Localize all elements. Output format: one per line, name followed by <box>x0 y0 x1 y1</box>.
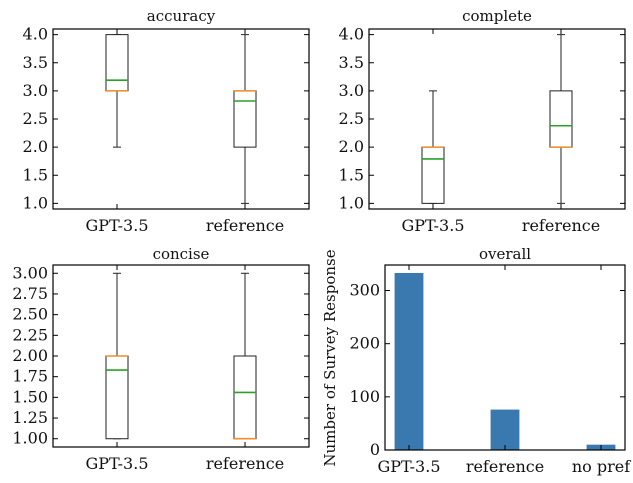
y-tick-label: 300 <box>349 281 380 300</box>
y-tick-label: 0 <box>370 440 380 459</box>
y-tick-label: 200 <box>349 334 380 353</box>
bar <box>490 409 520 450</box>
box <box>105 34 129 92</box>
y-tick-label: 3.0 <box>339 81 364 100</box>
y-axis-complete: 1.0 1.5 2.0 2.5 3.0 3.5 4.0 <box>339 25 625 212</box>
y-tick-label: 1.5 <box>23 165 48 184</box>
boxes-complete <box>421 34 573 204</box>
y-tick-label: 1.25 <box>12 408 48 427</box>
panel-overall: overall Number of Survey Response 0 100 20… <box>321 245 631 476</box>
box <box>105 355 129 440</box>
y-tick-label: 2.5 <box>339 109 364 128</box>
y-tick-label: 3.5 <box>339 53 364 72</box>
panel-title-concise: concise <box>153 245 210 263</box>
axes-frame-complete <box>368 28 626 210</box>
y-tick-label: 1.50 <box>12 387 48 406</box>
y-tick-label: 2.00 <box>12 346 48 365</box>
x-axis-complete: GPT-3.5 reference <box>401 29 600 235</box>
panel-title-complete: complete <box>462 7 532 25</box>
x-tick-label: reference <box>206 454 284 473</box>
box <box>421 146 445 204</box>
y-tick-label: 4.0 <box>23 25 48 44</box>
y-tick-label: 2.0 <box>339 137 364 156</box>
y-tick-label: 1.00 <box>12 429 48 448</box>
panel-accuracy: accuracy 1.0 1.5 2.0 2.5 3.0 3.5 4.0 GPT-3.5 re… <box>23 7 310 235</box>
boxes-accuracy <box>105 34 257 204</box>
y-tick-label: 3.5 <box>23 53 48 72</box>
y-axis-accuracy: 1.0 1.5 2.0 2.5 3.0 3.5 4.0 <box>23 25 309 212</box>
panel-title-overall: overall <box>479 245 531 263</box>
x-tick-label: GPT-3.5 <box>377 457 440 476</box>
y-tick-label: 1.5 <box>339 165 364 184</box>
y-axis-overall: 0 100 200 300 <box>349 281 625 459</box>
x-tick-label: reference <box>206 216 284 235</box>
y-tick-label: 2.5 <box>23 109 48 128</box>
bars-overall <box>394 272 616 450</box>
y-tick-label: 2.50 <box>12 305 48 324</box>
axes-frame-concise <box>52 264 310 448</box>
y-tick-label: 1.75 <box>12 367 48 386</box>
y-tick-label: 4.0 <box>339 25 364 44</box>
y-axis-concise: 1.00 1.25 1.501.75 2.00 2.252.50 2.75 3.00 <box>12 263 309 448</box>
axes-frame-overall <box>384 264 626 451</box>
x-axis-concise: GPT-3.5 reference <box>85 265 284 473</box>
y-tick-label: 2.25 <box>12 325 48 344</box>
y-tick-label: 2.75 <box>12 284 48 303</box>
x-tick-label: reference <box>522 216 600 235</box>
boxes-concise <box>105 272 257 440</box>
y-tick-label: 1.0 <box>339 193 364 212</box>
y-tick-label: 1.0 <box>23 193 48 212</box>
y-tick-label: 2.0 <box>23 137 48 156</box>
bar <box>394 272 424 450</box>
panel-complete: complete 1.0 1.5 2.0 2.5 3.0 3.5 4.0 GPT-3.5 re… <box>339 7 626 235</box>
x-tick-label: GPT-3.5 <box>85 216 148 235</box>
box <box>233 90 257 148</box>
x-tick-label: GPT-3.5 <box>401 216 464 235</box>
y-axis-label-overall: Number of Survey Response <box>321 249 339 466</box>
panel-title-accuracy: accuracy <box>147 7 216 25</box>
y-tick-label: 3.00 <box>12 263 48 282</box>
y-tick-label: 3.0 <box>23 81 48 100</box>
panel-concise: concise 1.00 1.25 1.501.75 2.00 2.252.50 2.75… <box>12 245 310 473</box>
x-tick-label: GPT-3.5 <box>85 454 148 473</box>
x-axis-accuracy: GPT-3.5 reference <box>85 29 284 235</box>
y-tick-label: 100 <box>349 387 380 406</box>
axes-frame-accuracy <box>52 28 310 210</box>
x-axis-overall: GPT-3.5 reference no pref <box>377 265 631 476</box>
x-tick-label: no pref <box>572 457 631 476</box>
box <box>233 355 257 440</box>
x-tick-label: reference <box>466 457 544 476</box>
box <box>549 90 573 148</box>
